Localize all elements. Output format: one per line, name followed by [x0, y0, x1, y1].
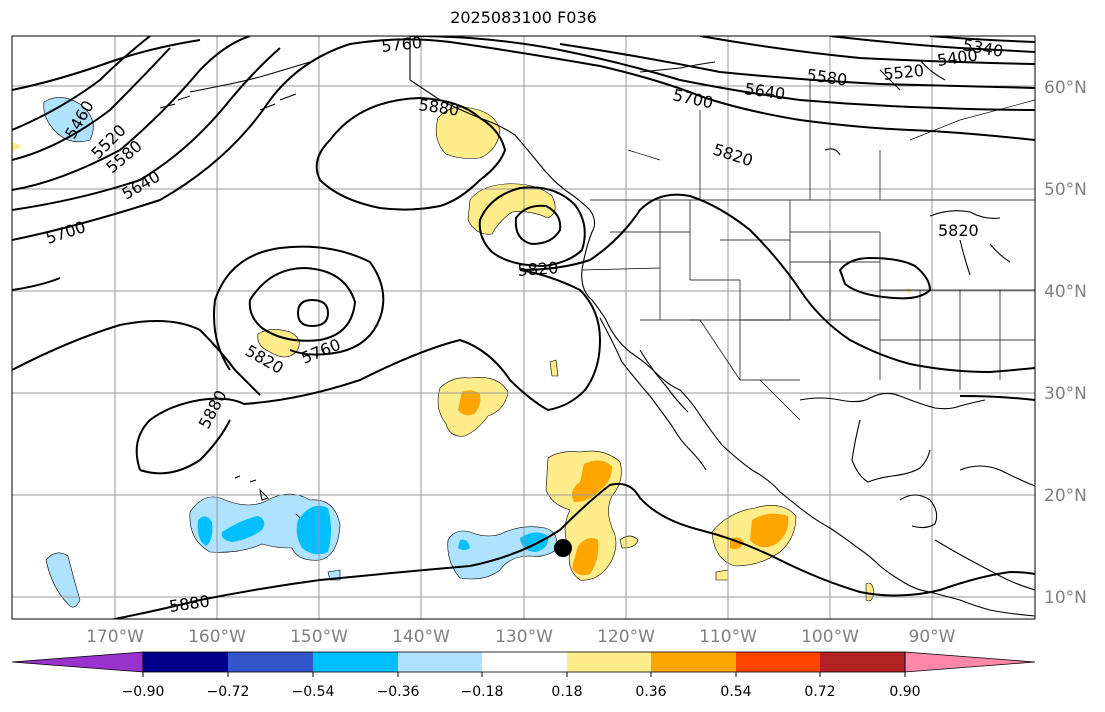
positive-anomaly-region — [467, 183, 556, 235]
lat-label: 20°N — [1044, 486, 1087, 506]
lon-label: 170°W — [86, 627, 144, 647]
colorbar-tick-label: −0.54 — [291, 684, 335, 700]
negative-anomaly-core — [221, 516, 265, 542]
lon-label: 140°W — [392, 627, 450, 647]
positive-anomaly-region — [549, 359, 559, 377]
storm-location-marker — [554, 539, 572, 557]
height-contours — [12, 36, 1035, 619]
lon-label: 90°W — [908, 627, 956, 647]
contour-label: 5640 — [743, 79, 786, 103]
lon-label: 130°W — [495, 627, 553, 647]
colorbar-segment — [398, 652, 482, 672]
positive-anomaly-core — [750, 513, 789, 548]
contour-label: 5820 — [517, 258, 559, 280]
colorbar-segment — [228, 652, 313, 672]
colorbar-segment — [736, 652, 820, 672]
contour-label: 5820 — [938, 221, 979, 240]
contour-label: 5640 — [119, 167, 164, 204]
lon-label: 110°W — [699, 627, 757, 647]
positive-anomaly-region — [619, 535, 639, 549]
colorbar-tick-label: −0.18 — [460, 684, 504, 700]
colorbar-extend-low — [11, 651, 144, 673]
colorbar-extend-high — [904, 651, 1036, 673]
lat-label: 60°N — [1044, 78, 1087, 98]
colorbar — [11, 651, 1036, 677]
negative-anomaly-core — [458, 539, 470, 550]
lat-label: 40°N — [1044, 282, 1087, 302]
lon-label: 150°W — [290, 627, 348, 647]
contour-label: 5760 — [380, 33, 422, 56]
political-borders — [581, 80, 1035, 421]
colorbar-tick-label: 0.18 — [551, 684, 583, 700]
gridlines — [12, 36, 1035, 619]
colorbar-tick-label: 0.54 — [720, 684, 752, 700]
colorbar-outline — [142, 651, 906, 673]
contour-label: 5520 — [882, 61, 924, 84]
positive-anomaly-core — [458, 390, 481, 416]
contour-label: 5820 — [711, 140, 756, 171]
colorbar-segment — [820, 652, 905, 672]
colorbar-tick-label: 0.36 — [635, 684, 667, 700]
lat-label: 30°N — [1044, 384, 1087, 404]
negative-anomaly-core — [197, 516, 213, 546]
contour-label: 5880 — [195, 387, 231, 432]
lon-label: 120°W — [597, 627, 655, 647]
colorbar-segment — [651, 652, 736, 672]
lon-label: 100°W — [801, 627, 859, 647]
lat-label: 50°N — [1044, 180, 1087, 200]
contour-label: 5700 — [671, 85, 715, 112]
contour-label: 5880 — [417, 95, 460, 119]
contour-label: 5700 — [43, 217, 88, 248]
colorbar-tick-label: 0.90 — [889, 684, 921, 700]
colorbar-segment — [482, 652, 567, 672]
colorbar-tick-label: −0.36 — [376, 684, 420, 700]
contour-labels: 5760 5880 5700 5640 5580 5520 5400 5340 … — [43, 33, 1004, 616]
colorbar-segment — [313, 652, 398, 672]
negative-anomaly-region — [45, 552, 81, 608]
positive-anomaly-region — [715, 569, 729, 581]
colorbar-segment — [143, 652, 228, 672]
contour-label: 5880 — [168, 591, 211, 615]
lon-label: 160°W — [188, 627, 246, 647]
positive-anomaly-region — [865, 582, 875, 602]
map-title: 2025083100 F036 — [450, 8, 597, 27]
colorbar-tick-label: 0.72 — [804, 684, 836, 700]
negative-anomaly-core — [296, 505, 331, 555]
colorbar-segment — [567, 652, 651, 672]
lat-label: 10°N — [1044, 588, 1087, 608]
map-frame — [11, 35, 1036, 620]
colorbar-tick-label: −0.72 — [206, 684, 250, 700]
positive-anomaly-core — [572, 538, 599, 576]
positive-anomaly-region — [12, 142, 22, 152]
colorbar-tick-label: −0.90 — [121, 684, 165, 700]
positive-anomaly-core — [572, 460, 612, 502]
anomaly-fill-layer — [12, 97, 914, 608]
